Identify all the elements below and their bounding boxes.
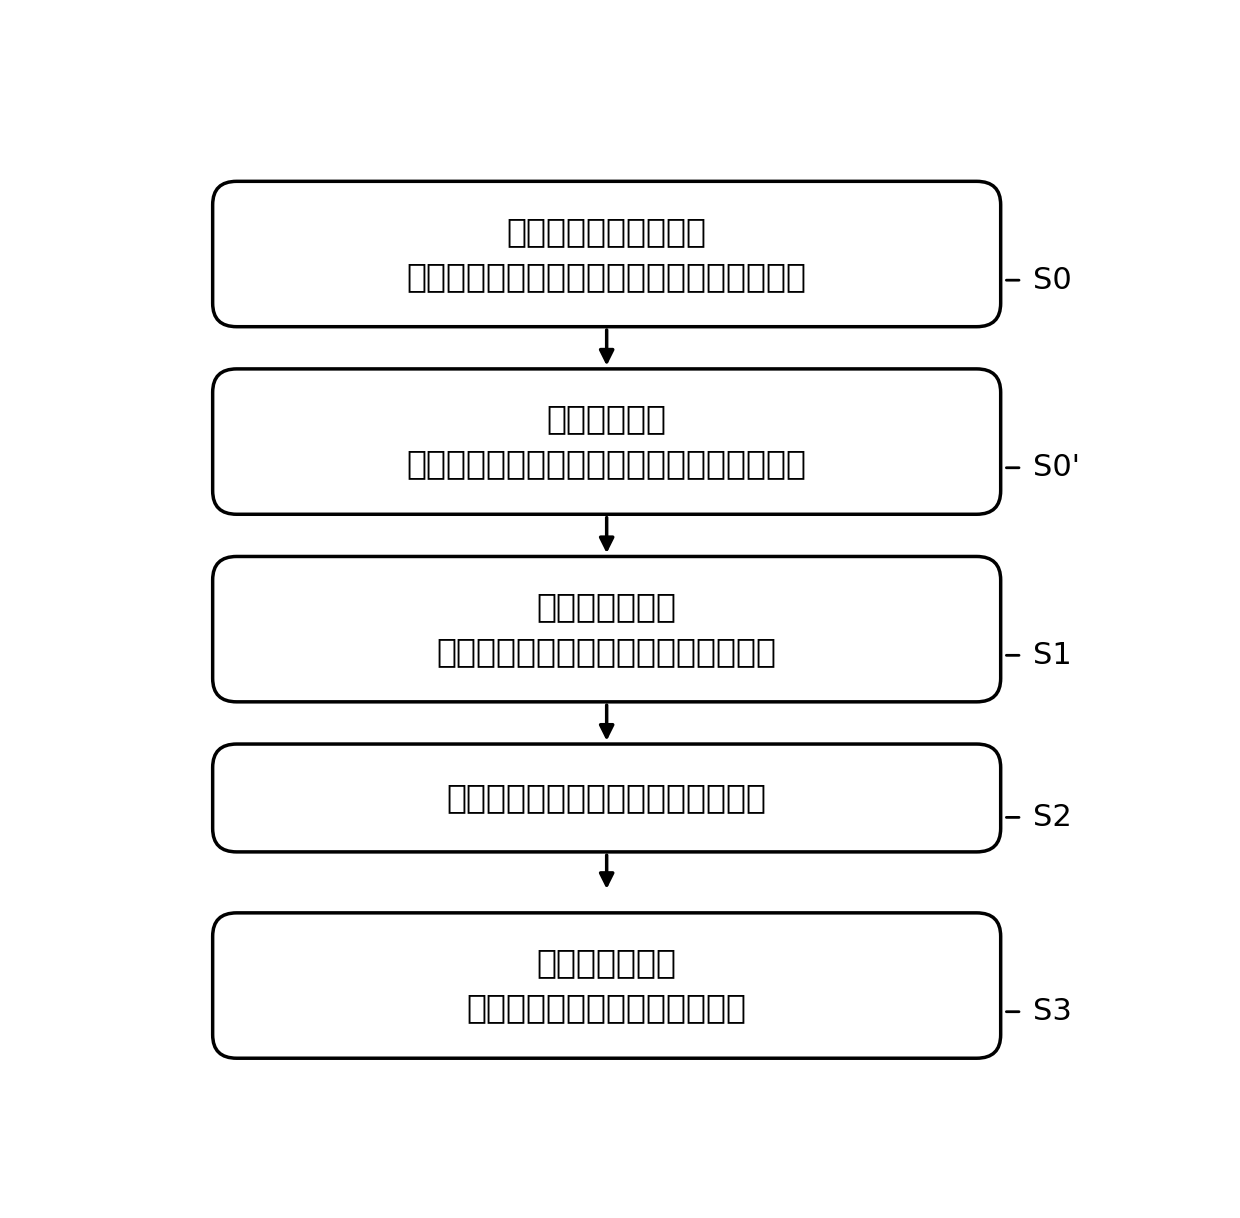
FancyBboxPatch shape [213, 369, 1001, 514]
Text: 器件的击穿电压: 器件的击穿电压 [537, 591, 677, 624]
FancyBboxPatch shape [213, 912, 1001, 1058]
Text: 器件进行补扩散: 器件进行补扩散 [537, 946, 677, 979]
FancyBboxPatch shape [213, 181, 1001, 326]
FancyBboxPatch shape [213, 744, 1001, 851]
Text: 制备扩散掩模: 制备扩散掩模 [547, 403, 667, 436]
Text: 进行掺杂剂扩散，测得半导体光电探测: 进行掺杂剂扩散，测得半导体光电探测 [436, 635, 776, 669]
Text: S3: S3 [1033, 998, 1073, 1027]
Text: S0: S0 [1033, 266, 1073, 295]
Text: 根据扩散深度得到扩散窗口，并根据扩散窗口: 根据扩散深度得到扩散窗口，并根据扩散窗口 [407, 447, 807, 481]
Text: 根据器件的预期击穿电压预设半导体光电探测: 根据器件的预期击穿电压预设半导体光电探测 [407, 259, 807, 294]
Text: 根据扩散深度对半导体光电探测: 根据扩散深度对半导体光电探测 [466, 991, 746, 1024]
Text: 根据击穿电压计算掺杂剂的扩散深度: 根据击穿电压计算掺杂剂的扩散深度 [446, 782, 766, 815]
Text: S2: S2 [1033, 803, 1073, 832]
Text: S1: S1 [1033, 641, 1073, 670]
FancyBboxPatch shape [213, 557, 1001, 702]
Text: 器件有源区的扩散深度: 器件有源区的扩散深度 [507, 216, 707, 248]
Text: S0': S0' [1033, 453, 1080, 482]
